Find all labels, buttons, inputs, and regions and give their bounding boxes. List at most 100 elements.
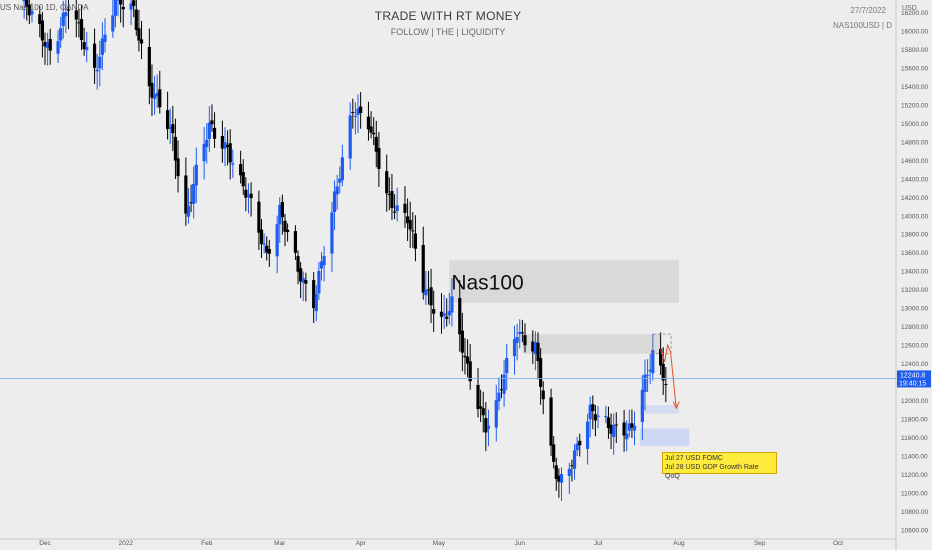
candle-body <box>301 278 305 283</box>
candle-body <box>442 313 446 316</box>
candle-body <box>596 415 600 417</box>
candle-body <box>518 331 522 335</box>
candle-body <box>210 120 214 125</box>
currency-label: USD <box>902 5 917 12</box>
candle-body <box>285 229 290 233</box>
zone-box <box>639 405 679 414</box>
candle-body <box>95 69 99 72</box>
candle-body <box>377 148 381 169</box>
candle-body <box>392 211 397 213</box>
x-tick-label: May <box>433 540 446 547</box>
candle-body <box>265 245 269 253</box>
candle-body <box>588 404 592 420</box>
candle-body <box>348 115 352 159</box>
candle-body <box>225 144 230 147</box>
y-tick-label: 10600.00 <box>901 528 928 535</box>
candle-body <box>158 89 162 108</box>
candle-body <box>651 350 655 374</box>
candle-body <box>113 0 118 16</box>
candle-body <box>499 389 504 391</box>
candle-body <box>385 171 389 194</box>
candle-body <box>664 384 668 386</box>
candle-body <box>439 311 444 317</box>
y-tick-label: 14600.00 <box>901 158 928 165</box>
candle-body <box>432 309 436 314</box>
candle-body <box>531 341 535 352</box>
candle-body <box>627 423 631 431</box>
candle-body <box>578 440 582 446</box>
candle-body <box>541 390 545 400</box>
candle-body <box>207 122 211 140</box>
candle-body <box>622 422 626 436</box>
candle-body <box>515 337 519 343</box>
candle-body <box>523 335 527 346</box>
candle-body <box>194 164 198 186</box>
candle-body <box>129 3 133 10</box>
y-tick-label: 11200.00 <box>901 472 928 479</box>
candle-body <box>369 126 373 133</box>
event-fomc: Jul 27 USD FOMC <box>665 455 723 462</box>
candle-body <box>267 248 271 254</box>
zone-box <box>449 260 679 303</box>
x-tick-label: Jul <box>594 540 603 547</box>
candle-body <box>353 115 358 117</box>
candle-body <box>132 0 136 6</box>
candle-body <box>296 256 300 272</box>
candle-body <box>319 261 324 269</box>
candle-body <box>48 38 52 51</box>
x-tick-label: Mar <box>274 540 286 547</box>
economic-events-box[interactable]: Jul 27 USD FOMC Jul 28 USD GDP Growth Ra… <box>662 452 777 480</box>
candle-body <box>171 124 175 134</box>
candle-body <box>359 106 363 113</box>
candle-body <box>43 41 47 47</box>
zone-box <box>639 428 690 446</box>
candle-body <box>450 296 454 313</box>
candle-body <box>249 193 253 199</box>
y-tick-label: 11400.00 <box>901 454 928 461</box>
candle-body <box>606 417 611 429</box>
candle-body <box>30 10 34 15</box>
zone-label: Nas100 <box>451 271 523 294</box>
candle-body <box>512 339 517 357</box>
candle-body <box>223 142 227 149</box>
x-tick-label: Jun <box>515 540 526 547</box>
symbol-label: NAS100USD | D <box>833 21 892 30</box>
candle-body <box>539 357 543 387</box>
candle-body <box>304 280 308 284</box>
candle-body <box>244 189 248 198</box>
candle-body <box>604 415 608 418</box>
candle-body <box>643 374 647 392</box>
candle-body <box>212 127 217 139</box>
candle-body <box>262 243 266 245</box>
price-tag-countdown: 19:40:15 <box>899 380 926 387</box>
candle-body <box>429 287 433 306</box>
watermark-subtitle: FOLLOW | THE | LIQUIDITY <box>390 27 506 37</box>
candle-body <box>257 201 261 233</box>
candle-body <box>554 465 558 479</box>
candle-body <box>103 34 107 43</box>
projection-arrow <box>660 343 677 409</box>
candle-body <box>445 316 449 319</box>
candle-body <box>630 423 634 428</box>
y-tick-label: 15200.00 <box>901 102 928 109</box>
candle-body <box>552 444 556 462</box>
y-tick-label: 13400.00 <box>901 269 928 276</box>
candle-body <box>168 126 172 129</box>
candle-body <box>82 42 86 50</box>
candle-body <box>111 15 115 32</box>
candle-body <box>147 46 151 87</box>
candle-body <box>66 9 71 11</box>
candle-body <box>134 9 138 31</box>
symbol-legend: US Nas 100 1D, OANDA <box>0 3 89 12</box>
candle-body <box>405 216 410 224</box>
candle-body <box>293 231 298 253</box>
y-tick-label: 13000.00 <box>901 306 928 313</box>
candle-body <box>486 425 491 429</box>
candle-body <box>476 384 480 410</box>
candle-body <box>645 374 650 376</box>
candle-body <box>502 374 506 394</box>
candle-body <box>411 230 415 232</box>
candle-body <box>192 183 196 204</box>
